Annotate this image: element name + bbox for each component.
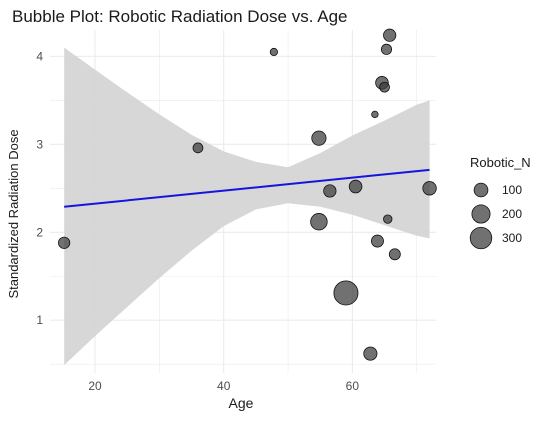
x-axis-label: Age bbox=[229, 395, 254, 411]
legend-key-bubble bbox=[473, 182, 489, 198]
tick-labels-layer: 20 40 60 1 2 3 4 bbox=[36, 49, 359, 393]
data-point bbox=[422, 181, 437, 196]
size-legend: 100 200 300 bbox=[469, 182, 522, 250]
legend-entry-label: 200 bbox=[502, 207, 522, 221]
data-point bbox=[269, 47, 278, 57]
trend-line bbox=[64, 168, 430, 208]
y-tick-label: 4 bbox=[36, 49, 43, 63]
data-point bbox=[379, 81, 390, 93]
legend-entry-label: 100 bbox=[502, 183, 522, 197]
y-axis-label: Standardized Radiation Dose bbox=[6, 129, 21, 298]
data-point bbox=[333, 280, 359, 306]
data-point bbox=[323, 184, 337, 198]
data-point bbox=[383, 214, 393, 224]
trend-line-layer bbox=[64, 168, 430, 208]
chart-title: Bubble Plot: Robotic Radiation Dose vs. … bbox=[12, 7, 347, 26]
data-point bbox=[348, 179, 363, 194]
y-tick-label: 1 bbox=[36, 313, 43, 327]
legend-key-bubble bbox=[469, 226, 493, 250]
legend-entry-label: 300 bbox=[502, 231, 522, 245]
data-point bbox=[371, 234, 384, 248]
x-tick-label: 40 bbox=[217, 379, 231, 393]
data-point bbox=[388, 248, 401, 261]
data-point bbox=[58, 236, 71, 249]
legend-title: Robotic_N bbox=[470, 155, 531, 170]
x-tick-label: 20 bbox=[88, 379, 102, 393]
confidence-band-layer bbox=[64, 47, 430, 366]
data-points-layer bbox=[58, 28, 437, 361]
data-point bbox=[363, 346, 378, 361]
y-tick-label: 2 bbox=[36, 225, 43, 239]
legend-key-bubble bbox=[471, 204, 491, 224]
data-point bbox=[192, 142, 204, 154]
x-tick-label: 60 bbox=[346, 379, 360, 393]
data-point bbox=[383, 28, 397, 42]
data-point bbox=[380, 43, 393, 55]
y-tick-label: 3 bbox=[36, 137, 43, 151]
data-point bbox=[371, 110, 379, 119]
data-point bbox=[311, 130, 327, 146]
data-point bbox=[310, 213, 328, 231]
confidence-band bbox=[64, 47, 430, 366]
